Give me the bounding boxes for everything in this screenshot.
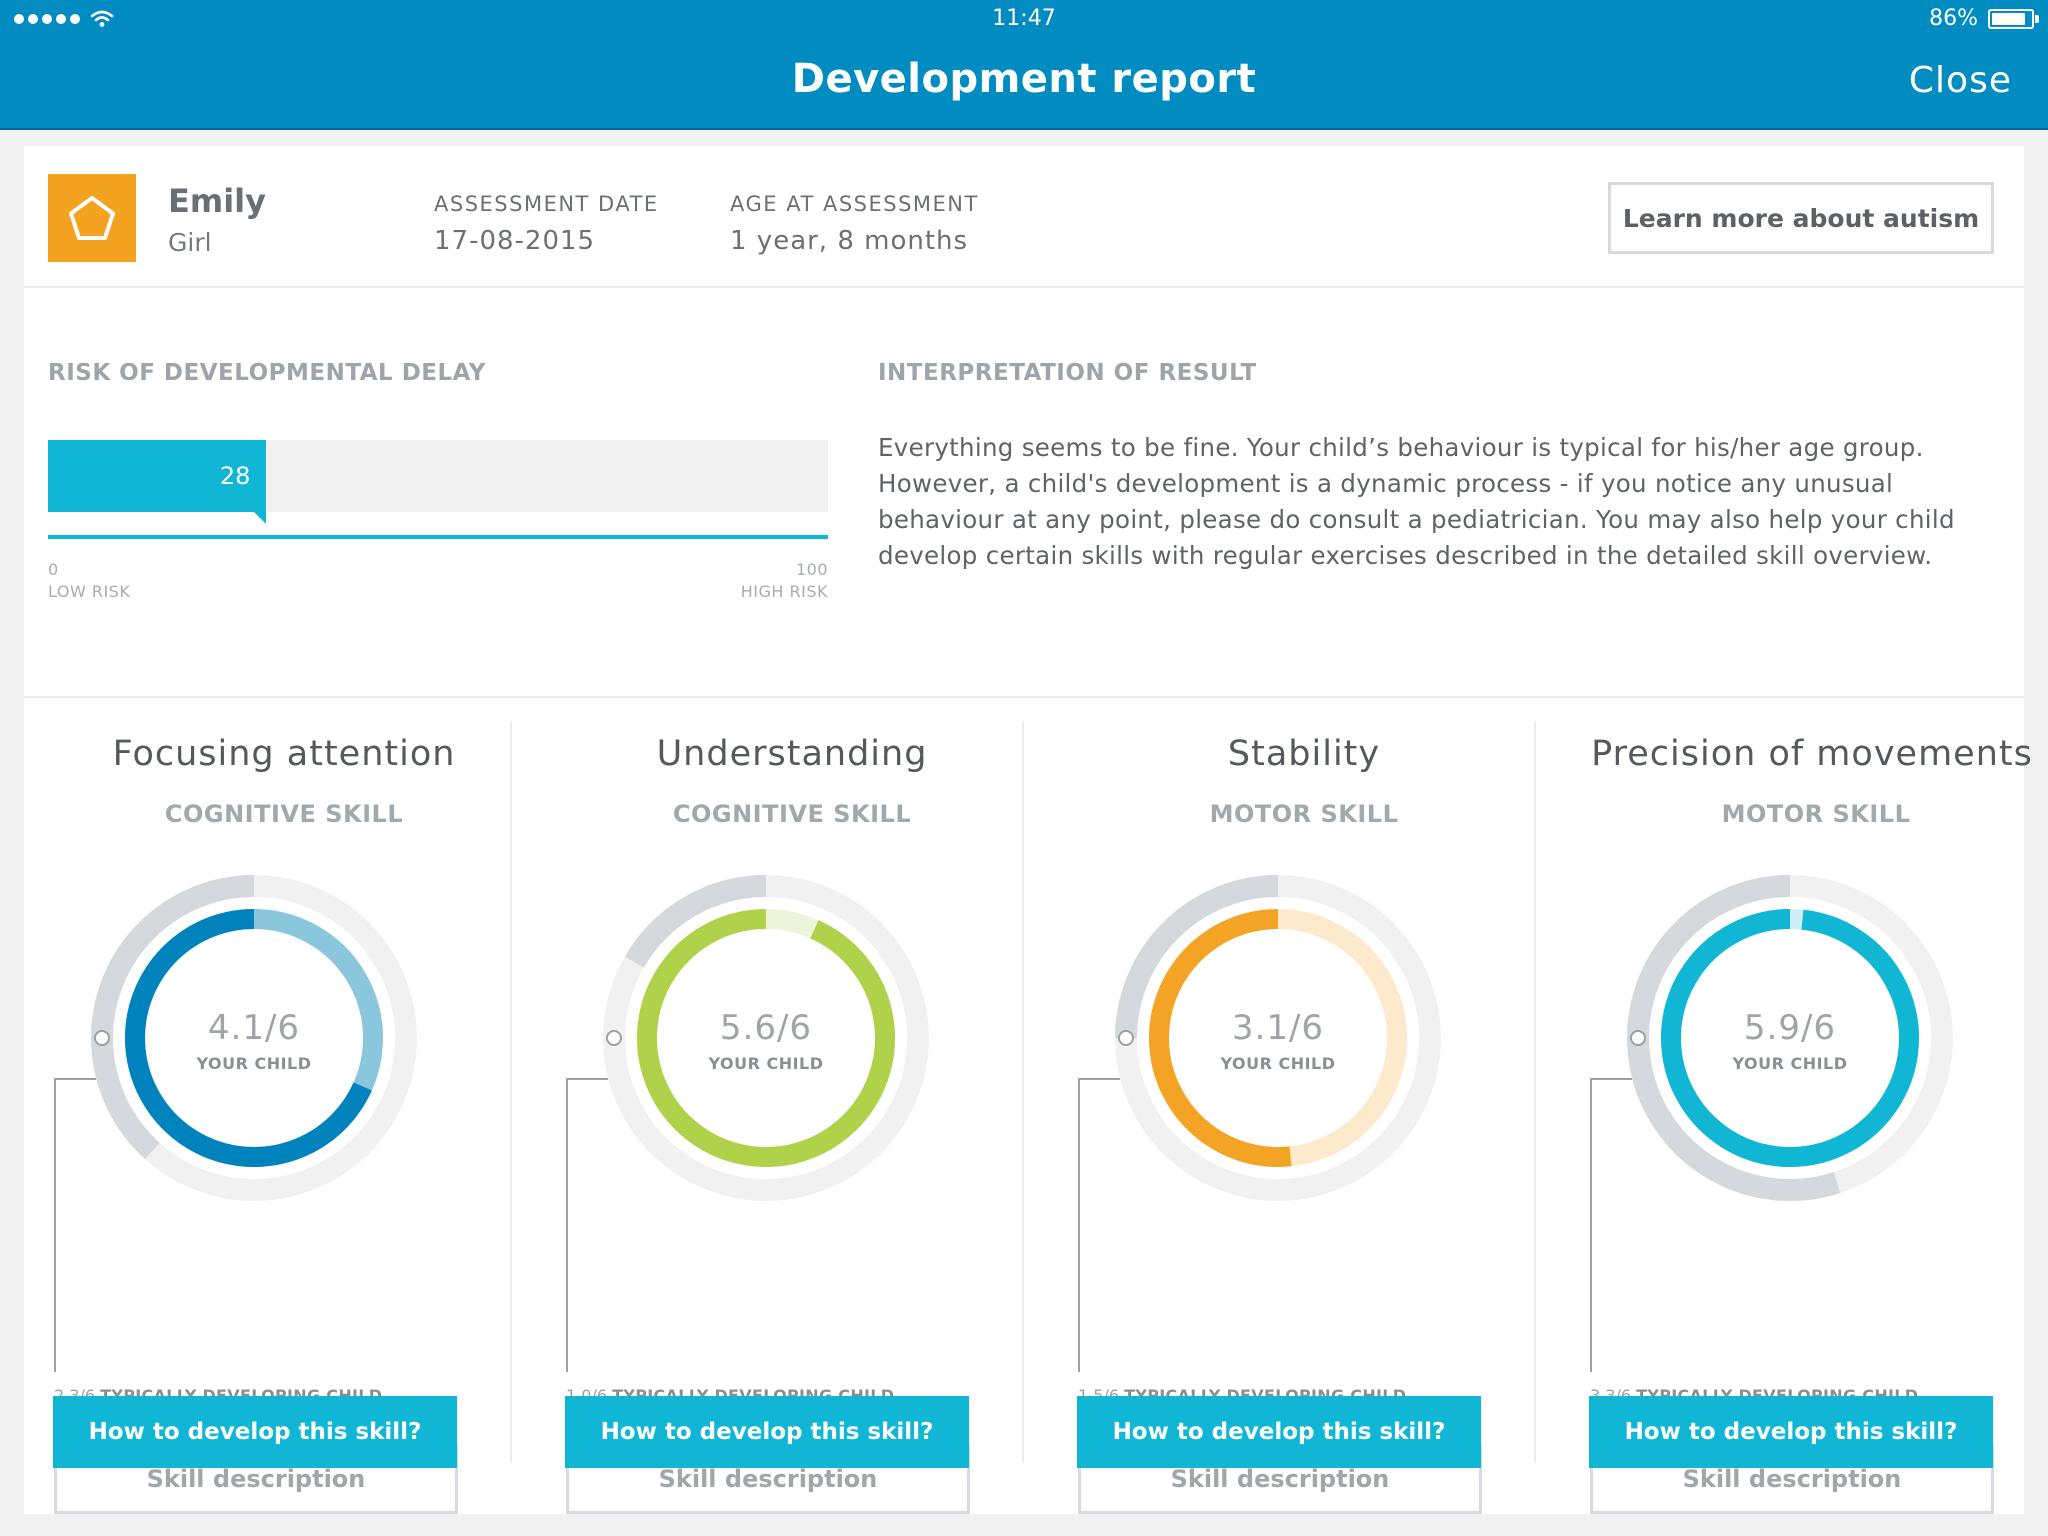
risk-scale-line bbox=[48, 535, 828, 539]
gauge-chart bbox=[91, 875, 417, 1201]
develop-skill-button[interactable]: How to develop this skill? bbox=[1077, 1396, 1481, 1468]
typical-marker-dot bbox=[94, 1030, 110, 1046]
assessment-date-label: ASSESSMENT DATE bbox=[434, 192, 659, 216]
top-bar: 11:47 86% Development report Close bbox=[0, 0, 2048, 130]
wifi-icon bbox=[90, 10, 114, 27]
battery-percent: 86% bbox=[1929, 6, 1978, 31]
develop-skill-button[interactable]: How to develop this skill? bbox=[1589, 1396, 1993, 1468]
child-ring-value bbox=[125, 909, 372, 1167]
gauge-score: 4.1/6 bbox=[207, 1008, 301, 1048]
interpretation-heading: INTERPRETATION OF RESULT bbox=[878, 360, 1257, 386]
age-label: AGE AT ASSESSMENT bbox=[730, 192, 979, 216]
typical-ring-value bbox=[1115, 875, 1279, 1039]
battery-status: 86% bbox=[1929, 6, 2039, 31]
column-divider bbox=[510, 722, 512, 1462]
skill-category: COGNITIVE SKILL bbox=[164, 800, 404, 828]
risk-min-label: LOW RISK bbox=[48, 582, 131, 601]
risk-bar-fill: 28 bbox=[48, 440, 267, 524]
column-divider bbox=[1534, 722, 1536, 1462]
risk-heading: RISK OF DEVELOPMENTAL DELAY bbox=[48, 360, 486, 386]
typical-marker-line bbox=[1590, 1078, 1632, 1080]
gauge-caption: YOUR CHILD bbox=[196, 1054, 312, 1073]
skill-title: Stability bbox=[1227, 734, 1381, 774]
status-time: 11:47 bbox=[992, 6, 1056, 31]
child-ring-value bbox=[1661, 909, 1919, 1167]
skill-gauge: 4.1/6 YOUR CHILD bbox=[84, 868, 424, 1208]
child-name: Emily bbox=[168, 182, 266, 220]
pentagon-icon bbox=[69, 196, 115, 240]
battery-icon bbox=[1988, 8, 2039, 29]
typical-ring-value bbox=[1627, 875, 1841, 1201]
skill-title: Precision of movements bbox=[1591, 734, 2033, 774]
close-button[interactable]: Close bbox=[1908, 60, 2012, 101]
risk-max: 100 bbox=[795, 560, 828, 579]
child-ring-value bbox=[1149, 909, 1292, 1167]
typical-ring-value bbox=[91, 875, 255, 1160]
skill-card-stability: Stability MOTOR SKILL 3.1/6 YOUR CHILD 1… bbox=[1048, 698, 1560, 1514]
skills-section: Focusing attention COGNITIVE SKILL 4.1/6… bbox=[24, 698, 2032, 1514]
develop-skill-button[interactable]: How to develop this skill? bbox=[53, 1396, 457, 1468]
gauge-score: 3.1/6 bbox=[1231, 1008, 1325, 1048]
report-card: Emily Girl ASSESSMENT DATE 17-08-2015 AG… bbox=[24, 146, 2032, 1514]
gauge-caption: YOUR CHILD bbox=[1732, 1054, 1848, 1073]
typical-marker-line bbox=[566, 1078, 608, 1080]
skill-title: Understanding bbox=[656, 734, 928, 774]
interpretation-text: Everything seems to be fine. Your child’… bbox=[878, 433, 1955, 570]
typical-marker-dot bbox=[1118, 1030, 1134, 1046]
develop-skill-button[interactable]: How to develop this skill? bbox=[565, 1396, 969, 1468]
gauge-score: 5.6/6 bbox=[719, 1008, 813, 1048]
learn-more-button[interactable]: Learn more about autism bbox=[1608, 182, 1994, 254]
typical-marker-dot bbox=[1630, 1030, 1646, 1046]
risk-bar: 28 bbox=[48, 440, 828, 524]
skill-category: COGNITIVE SKILL bbox=[672, 800, 912, 828]
typical-marker-line bbox=[1078, 1078, 1080, 1372]
avatar bbox=[48, 174, 136, 262]
skill-card-understanding: Understanding COGNITIVE SKILL 5.6/6 YOUR… bbox=[536, 698, 1048, 1514]
typical-marker-line bbox=[1590, 1078, 1592, 1372]
skill-gauge: 5.9/6 YOUR CHILD bbox=[1620, 868, 1960, 1208]
signal-strength-icon bbox=[14, 10, 114, 28]
skill-gauge: 5.6/6 YOUR CHILD bbox=[596, 868, 936, 1208]
section-divider bbox=[24, 696, 2024, 698]
skill-category: MOTOR SKILL bbox=[1209, 800, 1399, 828]
typical-marker-line bbox=[566, 1078, 568, 1372]
skill-gauge: 3.1/6 YOUR CHILD bbox=[1108, 868, 1448, 1208]
typical-marker-dot bbox=[606, 1030, 622, 1046]
gauge-caption: YOUR CHILD bbox=[1220, 1054, 1336, 1073]
risk-value: 28 bbox=[219, 462, 251, 490]
page-title: Development report bbox=[791, 56, 1257, 102]
child-ring-value bbox=[637, 909, 895, 1167]
skill-card-precision-of-movements: Precision of movements MOTOR SKILL 5.9/6… bbox=[1560, 698, 2048, 1514]
typical-marker-line bbox=[54, 1078, 56, 1372]
skill-card-focusing-attention: Focusing attention COGNITIVE SKILL 4.1/6… bbox=[24, 698, 536, 1514]
skill-category: MOTOR SKILL bbox=[1721, 800, 1911, 828]
child-profile: Emily Girl ASSESSMENT DATE 17-08-2015 AG… bbox=[24, 146, 2024, 288]
risk-max-label: HIGH RISK bbox=[740, 582, 828, 601]
gauge-chart bbox=[1115, 875, 1441, 1201]
age-at-assessment: 1 year, 8 months bbox=[730, 226, 969, 256]
typical-marker-line bbox=[54, 1078, 96, 1080]
gauge-score: 5.9/6 bbox=[1743, 1008, 1837, 1048]
typical-marker-line bbox=[1078, 1078, 1120, 1080]
risk-min: 0 bbox=[48, 560, 59, 579]
child-gender: Girl bbox=[168, 228, 212, 257]
risk-pointer bbox=[254, 512, 267, 524]
gauge-chart bbox=[603, 875, 929, 1201]
typical-ring-value bbox=[624, 875, 767, 968]
gauge-caption: YOUR CHILD bbox=[708, 1054, 824, 1073]
assessment-date: 17-08-2015 bbox=[434, 226, 596, 256]
column-divider bbox=[1022, 722, 1024, 1462]
skill-title: Focusing attention bbox=[112, 734, 456, 774]
gauge-chart bbox=[1627, 875, 1953, 1201]
